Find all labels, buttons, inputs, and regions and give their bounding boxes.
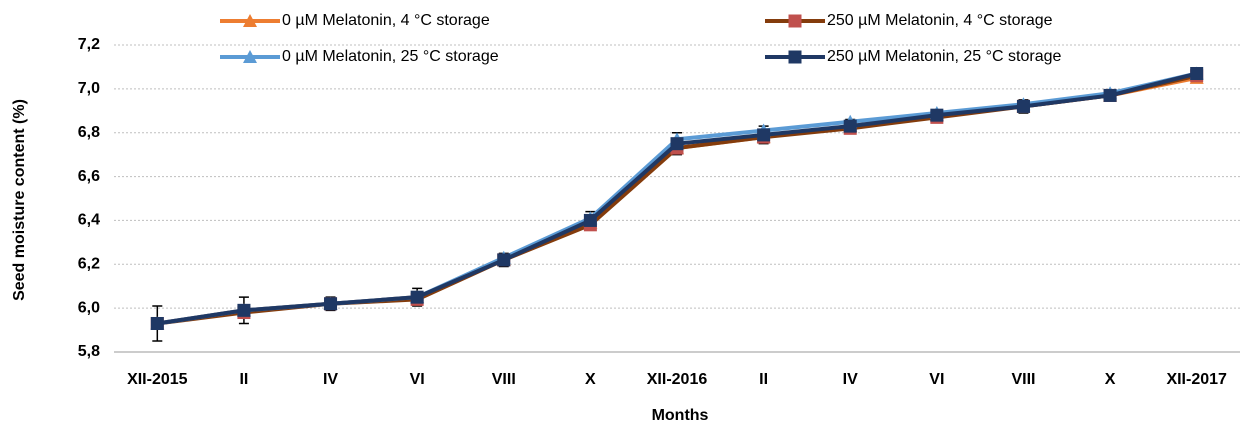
x-tick-label: XII-2015 xyxy=(127,371,188,388)
x-tick-label: IV xyxy=(323,371,338,388)
y-axis-title: Seed moisture content (%) xyxy=(11,99,28,301)
y-tick-label: 7,0 xyxy=(78,80,100,97)
data-point xyxy=(1016,99,1030,113)
x-tick-label: VI xyxy=(410,371,425,388)
x-tick-label: IV xyxy=(843,371,858,388)
legend-marker xyxy=(243,50,257,63)
y-tick-label: 7,2 xyxy=(78,36,100,53)
data-point xyxy=(410,290,424,304)
legend-marker xyxy=(788,14,802,28)
data-point xyxy=(757,128,771,142)
x-tick-label: II xyxy=(239,371,248,388)
legend-marker xyxy=(243,14,257,27)
series-line xyxy=(157,75,1198,326)
y-tick-label: 6,0 xyxy=(78,299,100,316)
data-point xyxy=(324,297,338,311)
data-point xyxy=(1103,88,1117,102)
x-tick-label: XII-2017 xyxy=(1166,371,1227,388)
series-line xyxy=(157,71,1198,326)
series-line xyxy=(157,71,1198,326)
data-point xyxy=(843,119,857,133)
legend-marker xyxy=(788,50,802,64)
data-point xyxy=(930,108,944,122)
x-tick-label: VI xyxy=(929,371,944,388)
x-tick-label: VIII xyxy=(492,371,516,388)
data-point xyxy=(1190,67,1204,81)
legend-label: 0 µM Melatonin, 4 °C storage xyxy=(282,12,490,29)
data-point xyxy=(583,213,597,227)
legend-label: 250 µM Melatonin, 25 °C storage xyxy=(827,48,1062,65)
y-tick-label: 5,8 xyxy=(78,343,100,360)
x-tick-label: XII-2016 xyxy=(647,371,708,388)
y-tick-label: 6,6 xyxy=(78,168,100,185)
x-tick-label: II xyxy=(759,371,768,388)
y-tick-label: 6,4 xyxy=(78,212,100,229)
series-line xyxy=(157,73,1198,326)
legend-label: 250 µM Melatonin, 4 °C storage xyxy=(827,12,1053,29)
y-tick-label: 6,2 xyxy=(78,256,100,273)
x-tick-label: X xyxy=(585,371,596,388)
x-tick-label: X xyxy=(1105,371,1116,388)
data-point xyxy=(150,316,164,330)
x-tick-label: VIII xyxy=(1011,371,1035,388)
data-point xyxy=(670,137,684,151)
data-point xyxy=(497,253,511,267)
data-point xyxy=(237,303,251,317)
x-axis-title: Months xyxy=(652,407,709,424)
y-tick-label: 6,8 xyxy=(78,124,100,141)
legend-label: 0 µM Melatonin, 25 °C storage xyxy=(282,48,499,65)
